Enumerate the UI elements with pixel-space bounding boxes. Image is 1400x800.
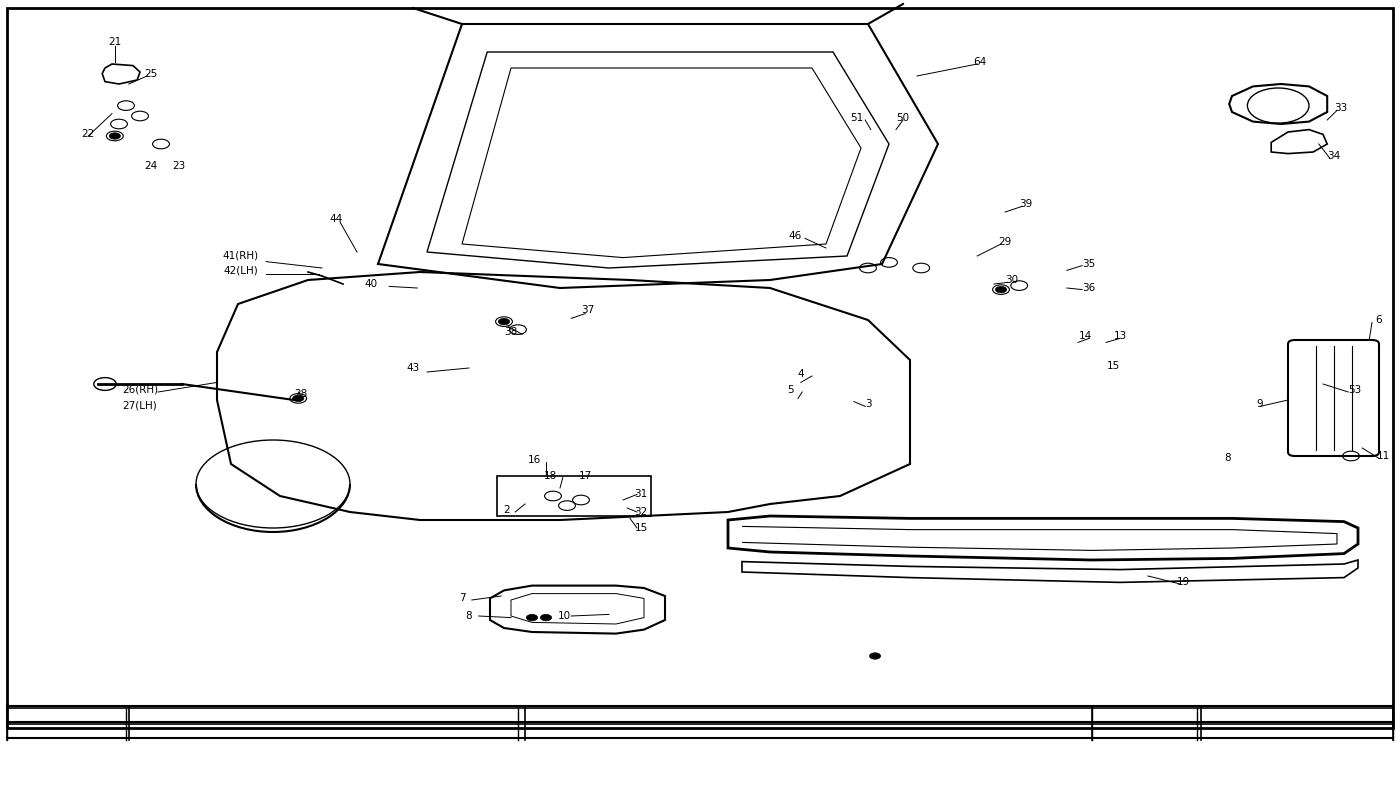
Text: 28: 28 bbox=[294, 389, 308, 398]
Text: 27(LH): 27(LH) bbox=[123, 401, 157, 410]
Text: 15: 15 bbox=[1106, 362, 1120, 371]
Text: 23: 23 bbox=[172, 161, 186, 170]
Text: 50: 50 bbox=[896, 114, 910, 123]
Circle shape bbox=[526, 614, 538, 621]
Text: 64: 64 bbox=[973, 57, 987, 66]
Text: 2: 2 bbox=[504, 506, 510, 515]
Text: 15: 15 bbox=[634, 523, 648, 533]
Text: 26(RH): 26(RH) bbox=[122, 385, 158, 394]
Text: 10: 10 bbox=[557, 611, 571, 621]
Text: 30: 30 bbox=[1005, 275, 1019, 285]
Text: 5: 5 bbox=[788, 386, 794, 395]
Text: 53: 53 bbox=[1348, 385, 1362, 394]
Circle shape bbox=[498, 318, 510, 325]
Circle shape bbox=[869, 653, 881, 659]
Text: 42(LH): 42(LH) bbox=[224, 266, 258, 275]
Text: 8: 8 bbox=[466, 611, 472, 621]
Text: 37: 37 bbox=[581, 306, 595, 315]
Text: 19: 19 bbox=[1176, 578, 1190, 587]
Circle shape bbox=[109, 133, 120, 139]
Text: 25: 25 bbox=[144, 69, 158, 78]
Text: 40: 40 bbox=[364, 279, 378, 289]
Text: 33: 33 bbox=[1334, 103, 1348, 113]
Text: 6: 6 bbox=[1376, 315, 1382, 325]
Text: 18: 18 bbox=[543, 471, 557, 481]
Text: 31: 31 bbox=[634, 489, 648, 498]
Text: 44: 44 bbox=[329, 214, 343, 224]
Text: 9: 9 bbox=[1257, 399, 1263, 409]
Text: 34: 34 bbox=[1327, 151, 1341, 161]
Text: 16: 16 bbox=[528, 455, 542, 465]
Text: 7: 7 bbox=[459, 594, 465, 603]
Circle shape bbox=[293, 395, 304, 402]
Text: 32: 32 bbox=[634, 507, 648, 517]
Text: 11: 11 bbox=[1376, 451, 1390, 461]
Bar bbox=[497, 476, 651, 516]
Text: 8: 8 bbox=[1225, 453, 1231, 462]
Text: 21: 21 bbox=[108, 37, 122, 46]
Circle shape bbox=[540, 614, 552, 621]
Text: 29: 29 bbox=[998, 237, 1012, 246]
Circle shape bbox=[995, 286, 1007, 293]
Text: 51: 51 bbox=[850, 114, 864, 123]
Text: 14: 14 bbox=[1078, 331, 1092, 341]
Text: 13: 13 bbox=[1113, 331, 1127, 341]
Text: 4: 4 bbox=[798, 370, 804, 379]
Text: 22: 22 bbox=[81, 129, 95, 138]
Text: 35: 35 bbox=[1082, 259, 1096, 269]
Text: 43: 43 bbox=[406, 363, 420, 373]
Text: 24: 24 bbox=[144, 161, 158, 170]
Text: 46: 46 bbox=[788, 231, 802, 241]
Text: 17: 17 bbox=[578, 471, 592, 481]
Text: 3: 3 bbox=[865, 399, 871, 409]
Text: 41(RH): 41(RH) bbox=[223, 251, 259, 261]
Text: 36: 36 bbox=[1082, 283, 1096, 293]
Text: 38: 38 bbox=[504, 327, 518, 337]
Text: 39: 39 bbox=[1019, 199, 1033, 209]
